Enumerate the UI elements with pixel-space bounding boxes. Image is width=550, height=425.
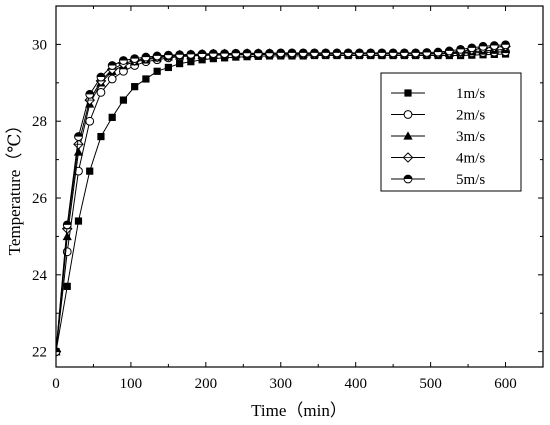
data-point-5m-s [422,48,432,57]
data-point-5m-s [141,52,151,62]
data-point-1m-s [153,67,161,75]
data-point-1m-s [119,96,128,104]
data-point-1m-s [131,83,139,91]
data-point-5m-s [433,47,443,57]
legend-label: 4m/s [456,151,485,167]
data-point-5m-s [253,48,263,58]
data-point-5m-s [208,49,218,59]
data-point-3m-s [62,231,72,241]
data-point-5m-s [444,46,454,56]
data-point-1m-s [86,167,94,175]
data-point-1m-s [164,63,172,72]
data-point-5m-s [220,49,229,59]
data-point-5m-s [343,48,353,58]
data-point-5m-s [478,41,488,51]
x-axis-title: Time（min） [251,401,347,420]
x-tick-label: 500 [419,376,442,392]
x-tick-label: 200 [195,376,218,392]
series-layer [56,40,511,357]
y-tick-label: 28 [32,114,47,130]
legend-label: 5m/s [456,172,485,188]
data-point-5m-s [231,48,241,58]
data-point-5m-s [355,48,364,58]
legend-marker [402,152,414,163]
data-point-4m-s [73,138,84,150]
data-point-1m-s [187,58,195,66]
data-point-5m-s [74,132,83,141]
data-point-5m-s [377,48,387,58]
legend-item-4m-s: 4m/s [391,151,485,167]
data-point-5m-s [489,41,499,50]
x-tick-label: 0 [52,376,60,392]
data-point-1m-s [108,113,116,121]
x-tick-label: 300 [270,376,293,392]
data-point-5m-s [501,40,510,50]
data-point-5m-s [321,48,331,58]
data-point-5m-s [298,48,308,58]
legend-item-2m-s: 2m/s [391,108,485,124]
data-point-2m-s [85,116,95,126]
y-tick-label: 30 [32,37,47,53]
data-point-2m-s [96,88,106,97]
plot-frame [55,5,544,368]
legend-marker [403,174,413,184]
data-point-5m-s [265,48,274,58]
data-point-5m-s [310,48,319,58]
y-tick-label: 24 [32,268,48,284]
legend-item-5m-s: 5m/s [391,172,485,188]
legend-marker [404,89,412,97]
series-5m-s [56,40,510,357]
x-tick-label: 600 [494,376,517,392]
y-tick-label: 26 [32,191,48,207]
data-point-1m-s [176,60,184,68]
x-tick-label: 400 [344,376,367,392]
axes-layer: 0 100 200 300 400 500 600 22 24 26 28 30 [32,6,543,392]
data-point-5m-s [456,44,465,54]
data-point-5m-s [152,51,162,61]
data-point-5m-s [62,220,72,230]
data-point-5m-s [242,48,252,58]
data-point-5m-s [287,48,297,58]
data-point-5m-s [175,50,185,60]
legend-box [380,72,522,192]
legend-label: 1m/s [456,86,485,102]
legend-label: 2m/s [456,108,485,124]
legend-marker [403,131,413,140]
data-point-1m-s [74,217,83,225]
data-point-5m-s [388,48,398,58]
data-point-5m-s [186,49,196,59]
data-point-5m-s [85,89,95,99]
data-point-5m-s [411,48,421,58]
x-tick-label: 100 [120,376,143,392]
data-point-5m-s [197,49,207,59]
data-point-5m-s [107,61,117,70]
data-point-5m-s [366,48,376,58]
data-point-5m-s [467,43,477,53]
data-point-1m-s [63,282,71,290]
legend-marker [403,110,413,119]
data-point-1m-s [97,132,105,141]
data-point-5m-s [163,50,173,60]
data-point-5m-s [96,72,106,82]
data-point-5m-s [399,48,409,58]
data-point-1m-s [142,75,150,83]
data-point-5m-s [332,48,342,58]
y-axis-title: Temperature（℃） [5,117,24,256]
data-point-2m-s [107,74,117,84]
data-point-5m-s [276,48,286,58]
legend-item-3m-s: 3m/s [391,129,485,145]
legend-label: 3m/s [456,129,485,145]
data-point-5m-s [130,54,140,64]
legend: 1m/s 2m/s 3m/s 4m/s 5m/s [380,72,522,192]
legend-item-1m-s: 1m/s [391,86,485,102]
y-tick-label: 22 [32,345,47,361]
data-point-5m-s [119,56,128,65]
